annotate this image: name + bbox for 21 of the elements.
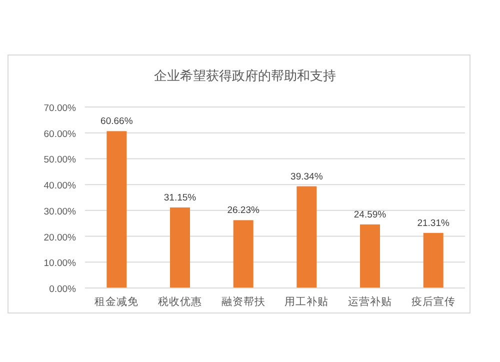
y-tick-label: 30.00% [44, 206, 77, 218]
y-tick-label: 50.00% [44, 154, 77, 166]
y-tick-label: 70.00% [44, 103, 77, 114]
x-tick-label: 运营补贴 [348, 295, 392, 308]
x-tick-label: 用工补贴 [284, 295, 329, 308]
title: 企业希望获得政府的帮助和支持 [154, 68, 336, 83]
y-tick-label: 0.00% [49, 284, 77, 295]
x-tick-label: 租金减免 [94, 295, 139, 308]
data-label: 39.34% [290, 171, 324, 182]
x-tick-label: 融资帮扶 [221, 295, 266, 308]
x-tick-label: 税收优惠 [158, 295, 202, 308]
y-tick-label: 40.00% [44, 180, 77, 192]
data-label: 60.66% [100, 116, 134, 128]
y-tick-label: 20.00% [44, 232, 77, 244]
y-tick-label: 10.00% [44, 258, 77, 270]
data-label: 21.31% [417, 218, 450, 229]
data-label: 24.59% [354, 209, 387, 220]
y-tick-label: 60.00% [44, 128, 77, 140]
data-label: 26.23% [227, 205, 260, 216]
data-label: 31.15% [164, 192, 197, 204]
x-tick-label: 疫后宣传 [411, 295, 456, 308]
